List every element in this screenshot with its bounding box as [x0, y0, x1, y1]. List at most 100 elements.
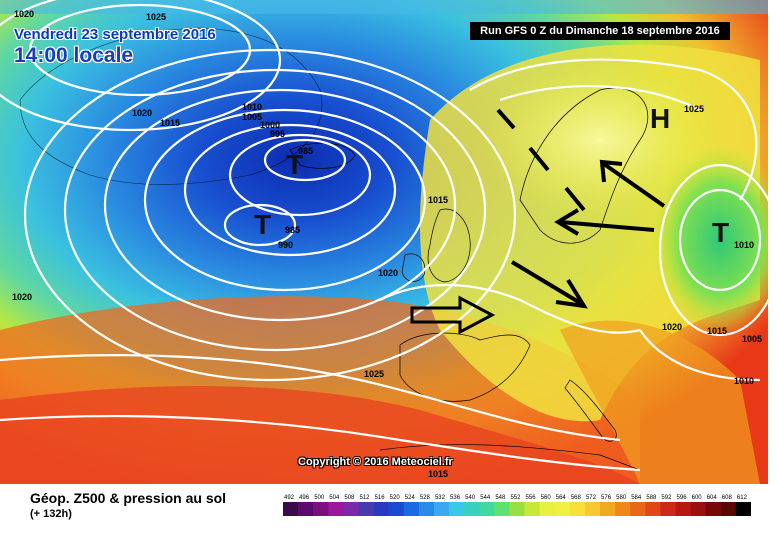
- scale-tick: 524: [405, 495, 416, 501]
- isobar-label: 1015: [428, 469, 448, 479]
- map-canvas: 1020 1025 1020 1015 1010 1005 1000 995 9…: [0, 0, 778, 484]
- scale-tick: 508: [344, 495, 355, 501]
- scale-tick: 604: [707, 495, 718, 501]
- scale-tick: 544: [480, 495, 491, 501]
- scale-tick: 516: [375, 495, 386, 501]
- scale-swatch: [675, 502, 691, 516]
- high-pressure-value: 1025: [684, 104, 704, 114]
- copyright: Copyright © 2016 Meteociel.fr: [298, 456, 453, 468]
- flow-arrow-head: [555, 278, 588, 309]
- scale-tick: 552: [510, 495, 521, 501]
- scale-tick: 496: [299, 495, 310, 501]
- scale-swatch: [600, 502, 616, 516]
- scale-tick: 572: [586, 495, 597, 501]
- scale-swatch: [373, 502, 389, 516]
- flow-line: [564, 186, 586, 212]
- color-scale: 492 496 500 504 508 512 516 520 524 528 532 536 540 5…: [283, 495, 751, 516]
- scale-tick: 504: [329, 495, 340, 501]
- forecast-date: Vendredi 23 septembre 2016: [14, 26, 216, 43]
- flow-arrow: [559, 220, 655, 232]
- flow-arrow-block: [410, 295, 496, 335]
- scale-swatch: [705, 502, 722, 516]
- scale-tick: 512: [359, 495, 370, 501]
- flow-arrows: [410, 108, 666, 335]
- isobar-label: 1000: [260, 120, 280, 130]
- scale-swatch: [660, 502, 676, 516]
- scale-tick: 520: [390, 495, 401, 501]
- scale-tick: 564: [556, 495, 567, 501]
- low-pressure-value: 985: [285, 225, 300, 235]
- scale-swatch: [494, 502, 510, 516]
- scale-swatch: [630, 502, 646, 516]
- scale-swatch: [720, 502, 737, 516]
- scale-tick: 608: [722, 495, 733, 501]
- scale-tick: 540: [465, 495, 476, 501]
- legend-title: Géop. Z500 & pression au sol: [30, 490, 227, 506]
- isobars: [0, 0, 778, 470]
- isobar-label: 1025: [364, 369, 384, 379]
- isobar-label: 1015: [428, 195, 448, 205]
- isobar-label: 1020: [14, 9, 34, 19]
- scale-swatch: [569, 502, 586, 516]
- isobar-label: 1020: [378, 268, 398, 278]
- weather-map: 1020 1025 1020 1015 1010 1005 1000 995 9…: [0, 0, 778, 484]
- scale-tick: 556: [526, 495, 537, 501]
- scale-swatch: [358, 502, 374, 516]
- isobar-label: 1025: [146, 12, 166, 22]
- scale-tick: 492: [284, 495, 295, 501]
- flow-arrow: [510, 260, 584, 306]
- scale-tick: 584: [631, 495, 642, 501]
- scale-swatch: [554, 502, 571, 516]
- flow-line: [528, 146, 550, 172]
- scale-swatch: [479, 502, 495, 516]
- scale-tick: 612: [737, 495, 748, 501]
- high-pressure-symbol: H: [650, 103, 670, 134]
- isobar-label: 990: [278, 240, 293, 250]
- scale-tick: 592: [661, 495, 672, 501]
- low-pressure-symbol: T: [286, 149, 303, 180]
- scale-swatch: [645, 502, 661, 516]
- isobar-label: 995: [270, 129, 285, 139]
- scale-tick: 596: [677, 495, 688, 501]
- isobar-label: 1020: [12, 292, 32, 302]
- flow-line: [496, 108, 516, 130]
- legend-footer: Géop. Z500 & pression au sol (+ 132h) 49…: [0, 484, 778, 555]
- scale-swatch: [735, 502, 751, 516]
- scale-tick: 568: [571, 495, 582, 501]
- isobar-labels: 1020 1025 1020 1015 1010 1005 1000 995 9…: [12, 9, 762, 479]
- scale-tick: 560: [541, 495, 552, 501]
- flow-arrow: [602, 162, 666, 208]
- low-pressure-value: 1010: [734, 240, 754, 250]
- scale-swatch: [615, 502, 631, 516]
- scale-swatch: [449, 502, 465, 516]
- scale-tick: 532: [435, 495, 446, 501]
- isobar-label: 985: [298, 146, 313, 156]
- isobar-label: 1005: [242, 112, 262, 122]
- scale-swatch: [283, 502, 299, 516]
- scale-swatch: [584, 502, 601, 516]
- flow-arrow-head: [599, 159, 623, 183]
- legend-subtitle: (+ 132h): [30, 508, 72, 520]
- scale-swatch: [539, 502, 556, 516]
- scale-tick: 600: [692, 495, 703, 501]
- scale-swatch: [313, 502, 329, 516]
- scale-tick: 548: [495, 495, 506, 501]
- scale-swatch: [524, 502, 540, 516]
- isobar-label: 1015: [160, 118, 180, 128]
- flow-arrow-head: [554, 208, 580, 236]
- scale-tick: 576: [601, 495, 612, 501]
- isobar-label: 1020: [662, 322, 682, 332]
- isobar-label: 1020: [132, 108, 152, 118]
- scale-swatch: [298, 502, 314, 516]
- scale-swatch: [690, 502, 707, 516]
- low-pressure-symbol: T: [254, 209, 271, 240]
- isobar-label: 1010: [734, 376, 754, 386]
- low-pressure-symbol: T: [712, 217, 729, 248]
- scale-swatch: [433, 502, 450, 516]
- isobar-label: 1015: [707, 326, 727, 336]
- forecast-time: 14:00 locale: [14, 44, 134, 67]
- scale-swatch: [343, 502, 359, 516]
- scale-tick: 588: [646, 495, 657, 501]
- scale-swatch: [388, 502, 405, 516]
- scale-tick: 500: [314, 495, 325, 501]
